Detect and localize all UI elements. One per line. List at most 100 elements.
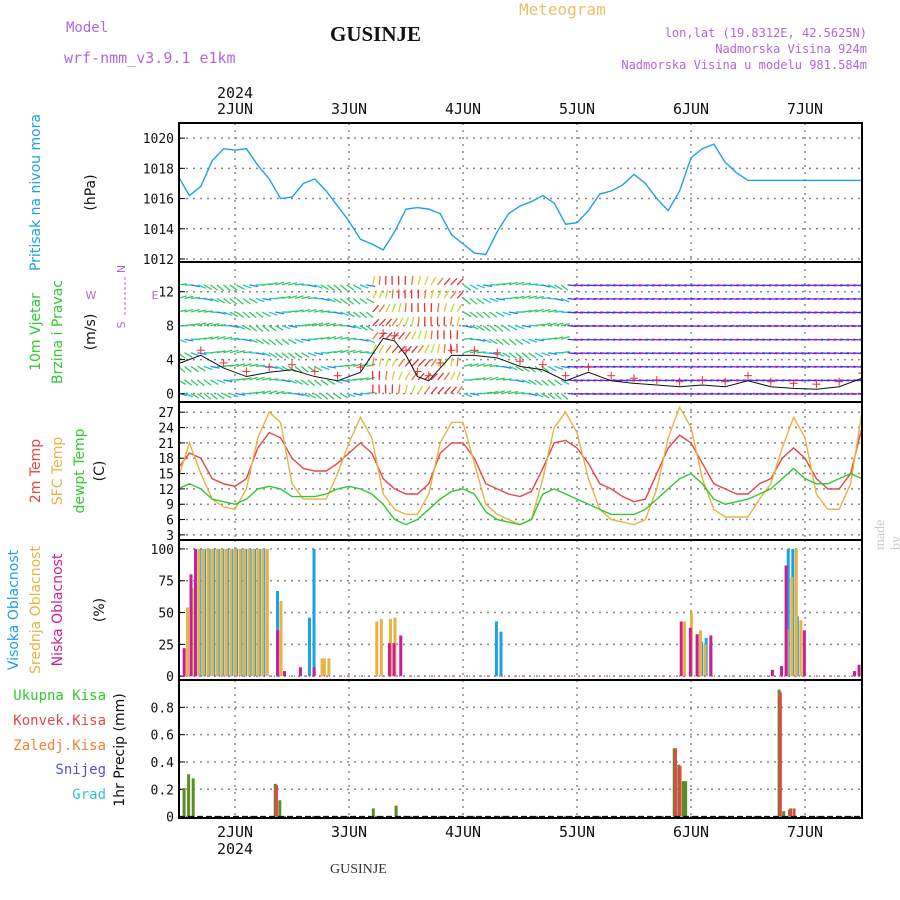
wind-barb [236,350,246,354]
wind-barb [873,298,882,299]
wind-barb [417,276,422,286]
wind-barb [229,325,239,329]
wind-barb [268,365,278,369]
bar-srednja-oblacnost [197,548,201,677]
bar-niska-oblacnost [857,664,861,677]
bar-niska-oblacnost [770,669,774,677]
wind-barb [274,352,283,359]
wind-barb [249,338,259,344]
y-tick-label: 9 [166,498,174,513]
wind-barb [430,289,435,299]
top-day-label: 7JUN [787,100,823,118]
wind-barb [508,338,517,346]
wind-barb [229,297,238,305]
wind-barb [866,339,875,340]
bar-srednja-oblacnost [327,658,331,677]
wind-barb [463,392,473,398]
wind-barb [197,379,205,387]
wind-barb [495,338,504,346]
wind-barb [495,377,506,381]
wind-barb [242,325,252,331]
wind-barb [430,372,438,381]
bottom-day-label: 6JUN [673,823,709,841]
wind-barb [528,352,537,359]
wind-barb [482,338,492,344]
wind-barb [262,390,272,395]
wind-barb [463,337,473,340]
wind-barb [456,277,464,286]
bar-srednja-oblacnost [265,548,269,677]
wind-barb [281,391,291,395]
wind-barb [521,338,531,345]
wind-barb [508,352,517,359]
bar-niska-oblacnost [679,621,683,677]
y-axis-label: (C) [92,461,108,482]
wind-speed-line [179,337,862,390]
wind-barb [489,297,499,303]
wind-barb [326,393,335,400]
wind-legend-w: W [86,289,97,302]
wind-barb [190,284,200,288]
wind-barb [216,392,225,400]
bar-niska-oblacnost [688,627,692,677]
wind-barb [216,311,226,315]
wind-barb [443,303,448,313]
wind-barb [223,284,231,292]
wind-barb [300,365,309,373]
wind-barb [391,317,398,327]
wind-barb [366,376,376,381]
bar-ukupna-kisa [782,811,786,817]
wind-barb [236,284,245,290]
wind-barb [372,331,379,340]
wind-barb [268,378,278,381]
y-tick-label: 12 [158,286,174,301]
wind-barb [314,284,323,289]
wind-barb [314,365,323,372]
wind-barb [417,330,422,340]
wind-barb [482,325,491,332]
bar-srednja-oblacnost [220,548,224,677]
wind-barb [391,371,396,381]
precip-legend-label: Zaledj.Kisa [13,738,106,754]
wind-barb [873,366,882,367]
wind-barb [385,318,393,327]
wind-barb [294,392,304,397]
bottom-day-label: 2JUN [217,823,253,841]
wind-barb [197,284,207,289]
wind-barb [463,311,472,318]
wind-barb [339,297,348,305]
wind-barb [275,390,285,395]
wind-barb [307,379,316,387]
bar-ukupna-kisa [684,781,688,817]
wind-barb [859,379,862,381]
wind-barb [502,311,512,316]
bar-srednja-oblacnost [224,548,228,677]
wind-barb [353,378,363,381]
wind-barb [547,352,558,355]
wind-barb [430,386,438,394]
y-tick-label: 0.4 [151,756,175,771]
wind-barb [236,363,246,367]
wind-barb [873,285,882,286]
bar-ukupna-kisa [394,805,398,817]
wind-barb [281,352,290,360]
wind-barb [281,325,291,330]
wind-barb [866,285,875,286]
wind-barb [268,311,278,316]
wind-barb [450,386,458,394]
wind-barb [275,281,285,286]
wind-barb [859,311,862,313]
wind-barb [534,323,545,327]
wind-barb [430,330,433,340]
bottom-day-label: 3JUN [331,823,367,841]
wind-barb [372,357,375,367]
wind-barb [255,352,265,356]
bar-srednja-oblacnost [703,644,707,677]
panel-frame-pressure [178,122,863,263]
wind-barb [404,316,409,326]
wind-barb [294,352,303,359]
wind-barb [249,391,259,395]
wind-barb [203,379,212,386]
bar-niska-oblacnost [853,671,856,677]
wind-barb [223,297,232,305]
